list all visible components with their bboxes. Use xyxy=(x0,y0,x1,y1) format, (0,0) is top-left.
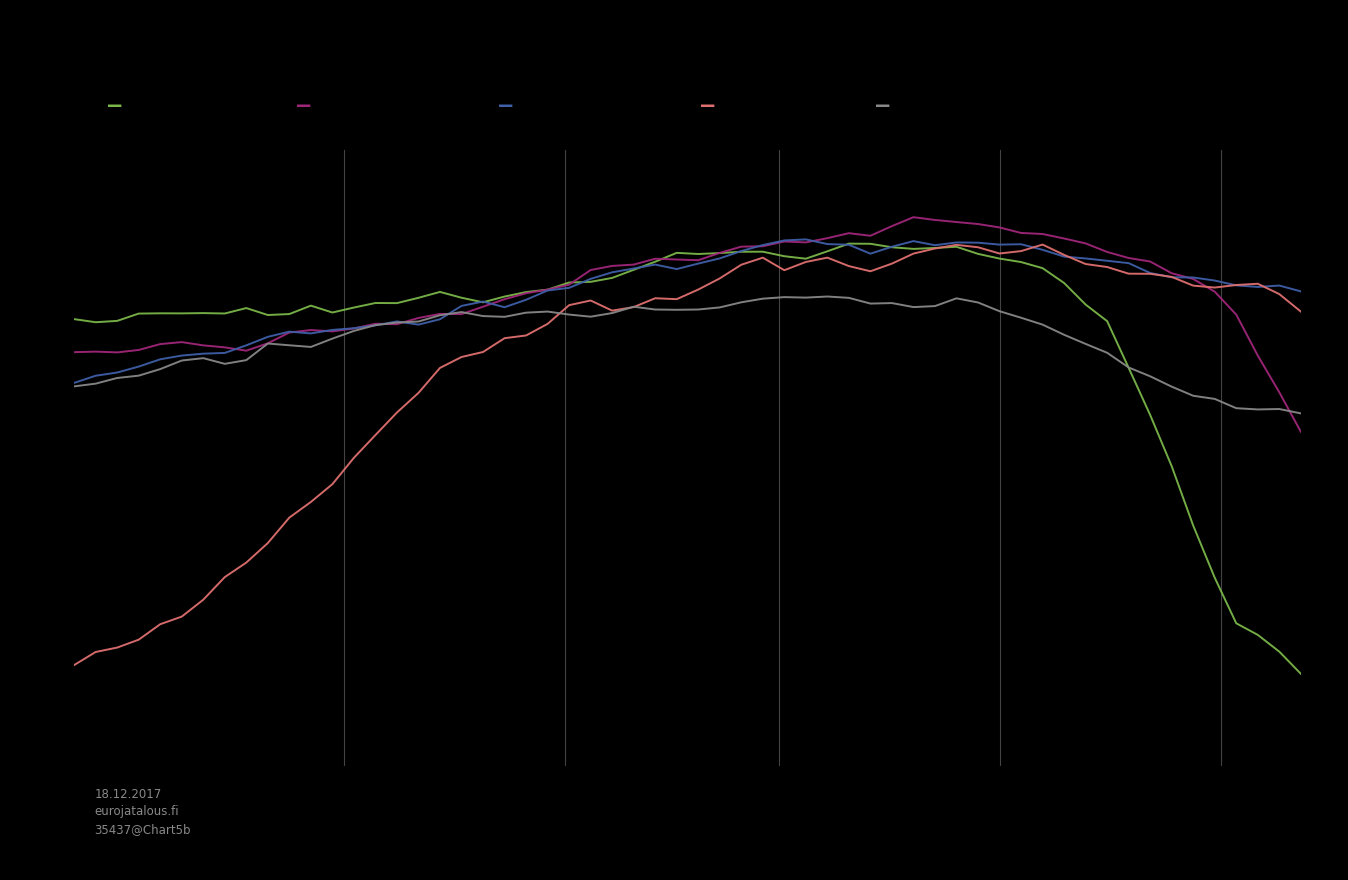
Text: —: — xyxy=(108,96,121,115)
Text: —: — xyxy=(297,96,310,115)
Text: —: — xyxy=(876,96,890,115)
Text: —: — xyxy=(499,96,512,115)
Text: 18.12.2017: 18.12.2017 xyxy=(94,788,162,801)
Text: 35437@Chart5b: 35437@Chart5b xyxy=(94,823,191,836)
Text: eurojatalous.fi: eurojatalous.fi xyxy=(94,805,179,818)
Text: —: — xyxy=(701,96,714,115)
